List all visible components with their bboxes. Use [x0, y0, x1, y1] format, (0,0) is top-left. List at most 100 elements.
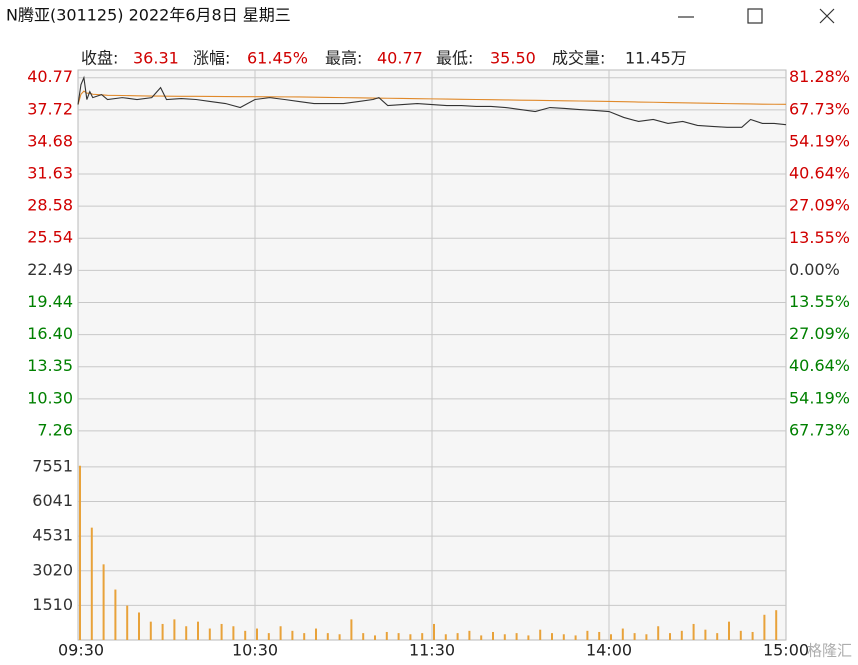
- volume-bar: [763, 614, 766, 640]
- volume-bar: [220, 623, 223, 640]
- volume-bar: [716, 633, 719, 640]
- stat-label: 成交量:: [552, 49, 605, 68]
- close-button[interactable]: [819, 8, 835, 24]
- y2-tick-label: 54.19%: [789, 388, 850, 407]
- volume-bar: [503, 634, 506, 640]
- y-tick-label: 1510: [32, 595, 73, 614]
- y2-tick-label: 67.73%: [789, 99, 850, 118]
- y-tick-label: 10.30: [27, 388, 73, 407]
- y-tick-label: 13.35: [27, 356, 73, 375]
- volume-bar: [149, 621, 152, 640]
- stat-value: 36.31: [133, 49, 179, 68]
- volume-bar: [126, 605, 129, 640]
- y2-tick-label: 81.28%: [789, 67, 850, 86]
- stat-value: 61.45%: [247, 49, 308, 68]
- volume-bar: [350, 619, 353, 640]
- x-tick-label: 15:00: [763, 641, 809, 660]
- volume-bar: [645, 634, 648, 640]
- watermark: 格隆汇: [807, 642, 852, 660]
- stat-label: 最高:: [325, 49, 362, 68]
- x-tick-label: 14:00: [586, 641, 632, 660]
- volume-bar: [114, 589, 117, 640]
- volume-bar: [621, 628, 624, 640]
- volume-bar: [256, 628, 258, 640]
- volume-bar: [692, 623, 695, 640]
- volume-bar: [562, 634, 565, 640]
- x-tick-label: 10:30: [232, 641, 278, 660]
- volume-bar: [480, 635, 483, 640]
- y-tick-label: 28.58: [27, 196, 73, 215]
- stat-label: 收盘:: [81, 49, 118, 68]
- price-line: [77, 90, 787, 105]
- volume-bar: [456, 633, 459, 640]
- volume-bar: [279, 626, 282, 640]
- volume-bar: [657, 626, 660, 640]
- y2-tick-label: 13.55%: [789, 292, 850, 311]
- volume-bar: [574, 635, 577, 640]
- volume-bar: [433, 623, 435, 640]
- y-tick-label: 40.77: [27, 67, 73, 86]
- y-tick-label: 7.26: [37, 420, 73, 439]
- y2-tick-label: 54.19%: [789, 131, 850, 150]
- y2-tick-label: 27.09%: [789, 324, 850, 343]
- volume-bar: [102, 564, 105, 640]
- volume-bar: [739, 630, 742, 640]
- y-tick-label: 31.63: [27, 164, 73, 183]
- y-tick-label: 37.72: [27, 99, 73, 118]
- volume-bar: [338, 634, 341, 640]
- window-title: N腾亚(301125) 2022年6月8日 星期三: [6, 6, 291, 25]
- volume-bar: [751, 631, 754, 640]
- volume-bar: [551, 633, 553, 640]
- volume-bar: [610, 634, 612, 640]
- price-line: [77, 75, 787, 128]
- y-tick-label: 4531: [32, 526, 73, 545]
- volume-bar: [326, 633, 329, 640]
- volume-bar: [303, 633, 306, 640]
- volume-bar: [79, 465, 81, 640]
- stat-value: 40.77: [377, 49, 423, 68]
- volume-bar: [492, 631, 494, 640]
- y-tick-label: 19.44: [27, 292, 73, 311]
- stat-value: 11.45万: [625, 49, 687, 68]
- volume-bar: [315, 628, 317, 640]
- volume-bar: [468, 630, 471, 640]
- y2-tick-label: 40.64%: [789, 356, 850, 375]
- volume-bar: [185, 626, 188, 640]
- volume-bar: [444, 634, 447, 640]
- volume-bar: [173, 619, 176, 640]
- stat-label: 最低:: [436, 49, 473, 68]
- y2-tick-label: 0.00%: [789, 260, 840, 279]
- volume-bar: [728, 621, 730, 640]
- y2-tick-label: 27.09%: [789, 196, 850, 215]
- x-tick-label: 09:30: [58, 641, 104, 660]
- volume-bar: [421, 633, 424, 640]
- y-tick-label: 16.40: [27, 324, 73, 343]
- volume-bar: [385, 631, 388, 640]
- y-tick-label: 7551: [32, 456, 73, 475]
- volume-bar: [197, 621, 199, 640]
- volume-bar: [397, 633, 400, 640]
- volume-bar: [515, 633, 518, 640]
- volume-bar: [633, 633, 636, 640]
- volume-bar: [669, 633, 671, 640]
- volume-bar: [362, 633, 365, 640]
- volume-bar: [291, 630, 294, 640]
- volume-bar: [138, 612, 140, 640]
- stat-value: 35.50: [490, 49, 536, 68]
- y2-tick-label: 40.64%: [789, 164, 850, 183]
- maximize-button[interactable]: [747, 8, 763, 24]
- volume-bar: [208, 628, 211, 640]
- volume-bar: [267, 633, 270, 640]
- y-tick-label: 6041: [32, 491, 73, 510]
- volume-bar: [374, 635, 376, 640]
- y2-tick-label: 13.55%: [789, 228, 850, 247]
- volume-bar: [598, 631, 601, 640]
- stat-label: 涨幅:: [193, 49, 230, 68]
- volume-bar: [161, 623, 164, 640]
- volume-bar: [775, 610, 778, 640]
- volume-bar: [704, 629, 707, 640]
- volume-bar: [586, 630, 589, 640]
- y-tick-label: 22.49: [27, 260, 73, 279]
- volume-bar: [409, 634, 412, 640]
